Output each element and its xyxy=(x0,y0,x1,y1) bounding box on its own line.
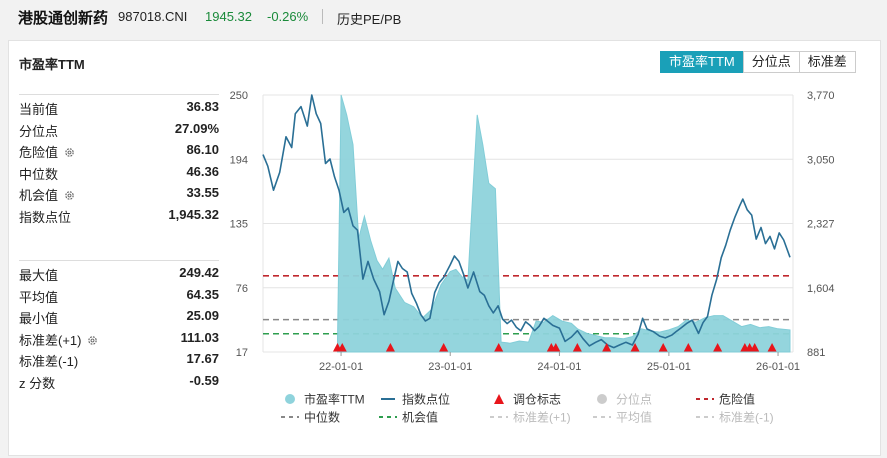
index-price: 1945.32 xyxy=(205,9,252,24)
legend-item[interactable]: 机会值 xyxy=(379,410,438,425)
legend-label: 市盈率TTM xyxy=(304,392,365,407)
legend-swatch xyxy=(494,394,504,404)
stat-label: 危险值 xyxy=(19,142,75,161)
stat-row-danger: 危险值 86.10 xyxy=(19,140,219,162)
history-pe-pb-link[interactable]: 历史PE/PB xyxy=(337,12,402,27)
panel-title: 市盈率TTM xyxy=(19,57,85,72)
stat-value: 17.67 xyxy=(186,351,219,366)
stat-label: 当前值 xyxy=(19,102,59,117)
gear-icon[interactable] xyxy=(87,335,98,346)
stat-row-min: 最小值 25.09 xyxy=(19,306,219,328)
stat-value: 249.42 xyxy=(179,265,219,280)
legend-label: 平均值 xyxy=(616,410,652,425)
legend-label: 机会值 xyxy=(402,410,438,425)
stat-label: 最小值 xyxy=(19,311,59,326)
legend-item[interactable]: 标准差(+1) xyxy=(490,411,571,425)
stat-label: z 分数 xyxy=(19,375,56,391)
stat-label: 平均值 xyxy=(19,289,59,305)
legend-label: 调仓标志 xyxy=(513,393,561,407)
stat-value: 46.36 xyxy=(186,163,219,179)
legend-swatch xyxy=(597,394,607,404)
stat-value: 86.10 xyxy=(186,142,219,157)
legend-label: 分位点 xyxy=(616,392,652,407)
stats-group-summary: 最大值 249.42 平均值 64.35 最小值 25.09 标准差(+1) 111.0… xyxy=(19,263,219,392)
legend-label: 指数点位 xyxy=(402,392,450,407)
legend-item[interactable]: 市盈率TTM xyxy=(285,392,365,407)
legend-label: 标准差(-1) xyxy=(719,411,774,425)
stat-label-text: 标准差(+1) xyxy=(19,332,82,348)
tab-pe-ttm[interactable]: 市盈率TTM xyxy=(660,51,744,73)
stat-label: 最大值 xyxy=(19,268,59,283)
legend-item[interactable]: 中位数 xyxy=(281,410,340,425)
stat-row-std-plus: 标准差(+1) 111.03 xyxy=(19,328,219,350)
legend-label: 中位数 xyxy=(304,410,340,425)
stat-value: 25.09 xyxy=(186,308,219,323)
stat-value: 33.55 xyxy=(186,185,219,200)
legend-label: 标准差(+1) xyxy=(513,411,571,425)
stat-row-index-level: 指数点位 1,945.32 xyxy=(19,205,219,227)
stats-divider-top xyxy=(19,94,219,95)
stat-label-text: 危险值 xyxy=(19,145,59,160)
stat-label: 标准差(+1) xyxy=(19,330,98,349)
stat-value: 64.35 xyxy=(186,286,219,302)
stat-row-percentile: 分位点 27.09% xyxy=(19,119,219,141)
stat-label: 机会值 xyxy=(19,185,75,204)
gear-icon[interactable] xyxy=(64,147,75,158)
stat-row-current: 当前值 36.83 xyxy=(19,97,219,119)
stat-row-opportunity: 机会值 33.55 xyxy=(19,183,219,205)
index-change: -0.26% xyxy=(267,9,309,24)
stat-label: 标准差(-1) xyxy=(19,354,79,369)
legend-item[interactable]: 分位点 xyxy=(597,392,652,407)
stat-row-z-score: z 分数 -0.59 xyxy=(19,371,219,393)
legend-item[interactable]: 标准差(-1) xyxy=(696,411,774,425)
stat-row-max: 最大值 249.42 xyxy=(19,263,219,285)
tab-percentile[interactable]: 分位点 xyxy=(742,51,800,73)
tab-std-dev[interactable]: 标准差 xyxy=(798,51,856,73)
stat-label-text: 机会值 xyxy=(19,188,59,203)
gear-icon[interactable] xyxy=(64,190,75,201)
metric-tabs: 市盈率TTM 分位点 标准差 xyxy=(660,51,856,73)
stat-value: 36.83 xyxy=(186,99,219,114)
stat-value: -0.59 xyxy=(189,372,219,388)
stat-value: 1,945.32 xyxy=(168,206,219,222)
legend-item[interactable]: 指数点位 xyxy=(381,392,450,407)
stat-row-std-minus: 标准差(-1) 17.67 xyxy=(19,349,219,371)
stat-label: 分位点 xyxy=(19,123,59,139)
legend-item[interactable]: 平均值 xyxy=(593,410,652,425)
stat-row-median: 中位数 46.36 xyxy=(19,162,219,184)
stat-label: 中位数 xyxy=(19,166,59,182)
header-divider xyxy=(322,9,323,24)
legend-label: 危险值 xyxy=(719,392,755,407)
stat-value: 27.09% xyxy=(174,120,219,136)
legend-item[interactable]: 危险值 xyxy=(696,392,755,407)
header-bar: 港股通创新药 987018.CNI 1945.32 -0.26% 历史PE/PB xyxy=(0,0,887,32)
stat-label: 指数点位 xyxy=(19,209,72,225)
stats-group-current: 当前值 36.83 分位点 27.09% 危险值 86.10 中位数 46.36 机会值… xyxy=(19,97,219,226)
stat-row-mean: 平均值 64.35 xyxy=(19,285,219,307)
legend-item[interactable]: 调仓标志 xyxy=(494,393,561,407)
index-name: 港股通创新药 xyxy=(18,10,109,27)
legend-swatch xyxy=(285,394,295,404)
index-code: 987018.CNI xyxy=(118,9,188,24)
stat-value: 111.03 xyxy=(180,329,219,345)
stats-divider-bottom xyxy=(19,260,219,261)
